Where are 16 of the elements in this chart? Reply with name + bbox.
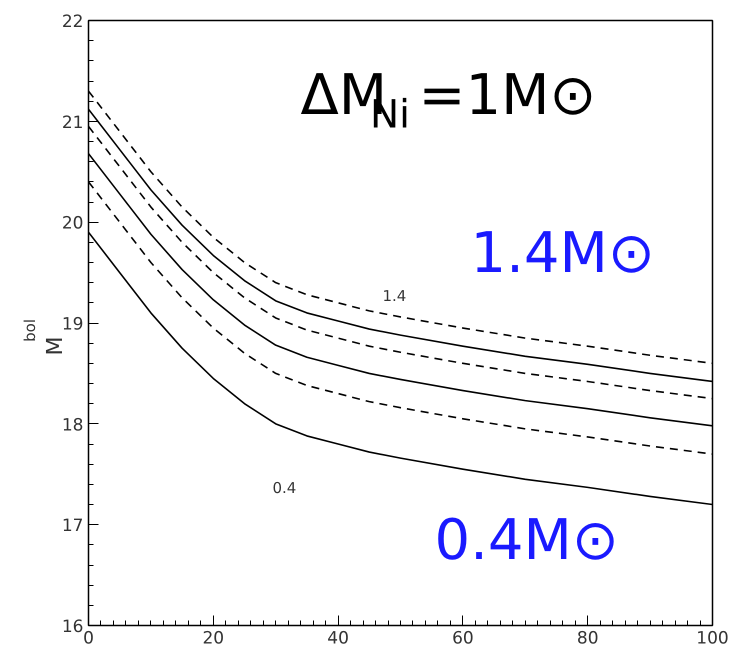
- annotation: 1.4M⊙: [470, 221, 655, 286]
- annotation: 1.4: [382, 287, 406, 305]
- y-tick-label: 16: [62, 617, 84, 637]
- x-tick-label: 60: [452, 628, 474, 648]
- annotation: 0.4: [272, 479, 296, 497]
- x-tick-label: 100: [696, 628, 729, 648]
- y-tick-label: 20: [62, 214, 84, 234]
- y-tick-label: 22: [62, 12, 84, 32]
- y-tick-label: 18: [62, 415, 84, 436]
- y-tick-label: 17: [62, 516, 84, 536]
- y-tick-label: 21: [62, 112, 84, 133]
- x-tick-label: 20: [202, 628, 224, 648]
- annotation: 0.4M⊙: [434, 508, 619, 573]
- x-tick-label: 80: [576, 628, 599, 648]
- x-tick-label: 0: [83, 628, 94, 648]
- x-tick-label: 40: [327, 628, 349, 648]
